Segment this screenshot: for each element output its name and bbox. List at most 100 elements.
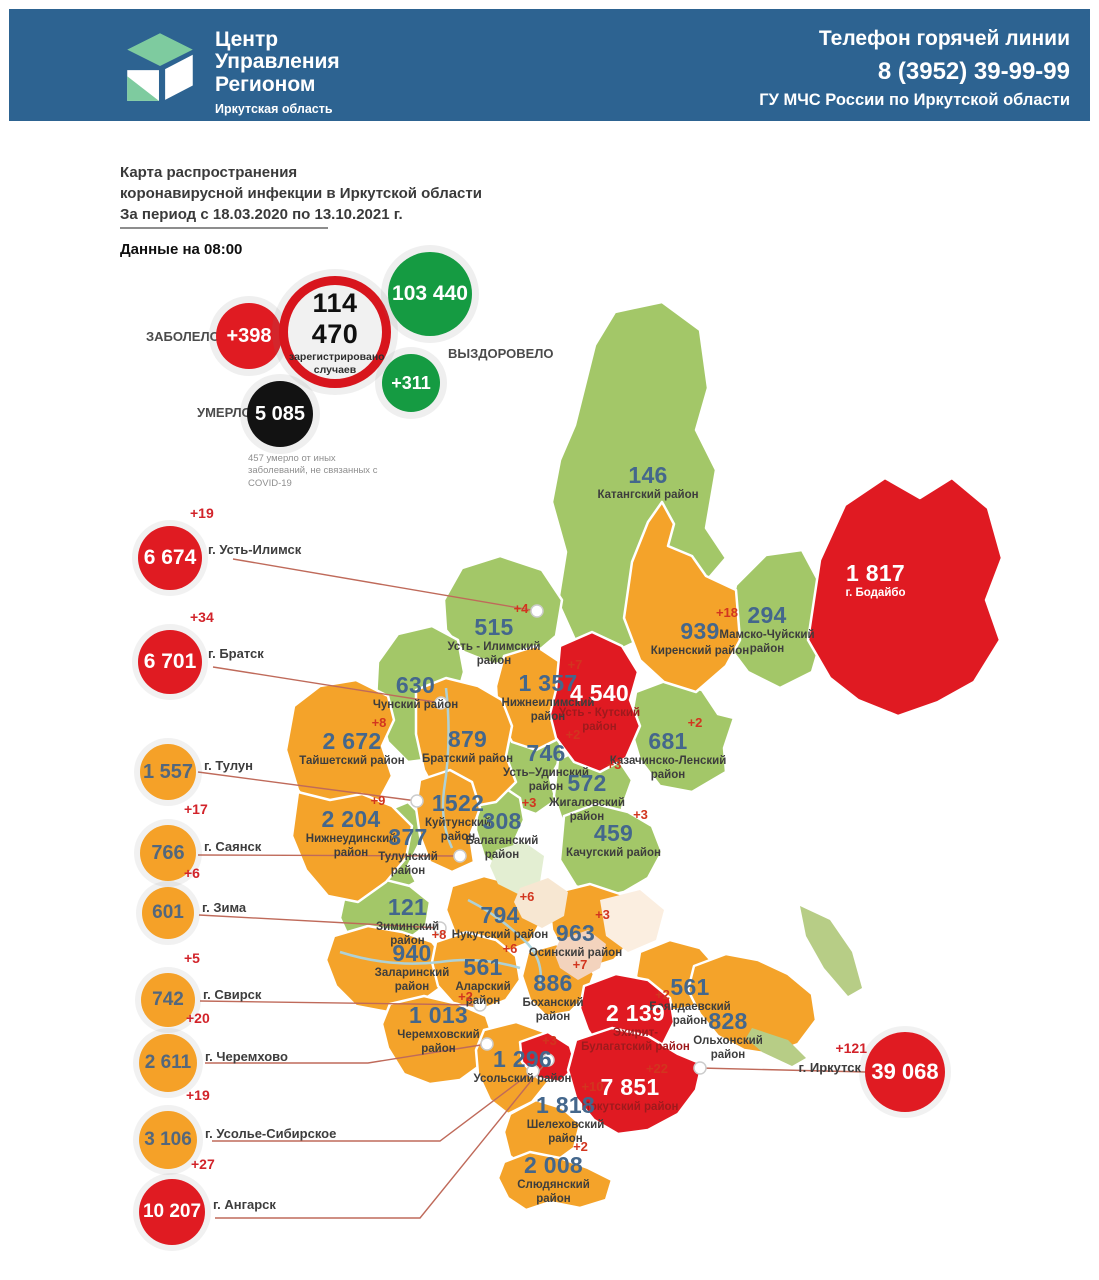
region-value: 515 xyxy=(474,614,514,640)
region-name: Усть - Кутский район xyxy=(558,707,641,734)
city-dot xyxy=(541,1053,555,1067)
city-dot xyxy=(434,696,448,710)
city-badge-irkutsk: +121 39 068 г. Иркутск xyxy=(799,1032,945,1112)
map-region-osinsky: +3 963 Осинский район xyxy=(528,908,623,961)
city-dot xyxy=(526,1064,540,1078)
region-value: 879 xyxy=(447,726,488,752)
region-value: 1522 xyxy=(431,790,485,816)
region-name: Баяндаевский район xyxy=(649,1001,731,1028)
city-dot xyxy=(453,849,467,863)
region-name: Балаганский район xyxy=(465,835,539,862)
region-value: 794 xyxy=(480,902,520,928)
map-title-block: Карта распространения коронавирусной инф… xyxy=(120,162,482,260)
region-name: Заларинский район xyxy=(374,967,450,994)
region-delta: +6 xyxy=(519,889,535,904)
region-delta xyxy=(615,450,735,464)
region-name: Катангский район xyxy=(597,489,699,502)
region-name: Иркутский район xyxy=(581,1101,679,1114)
connector-tulun xyxy=(197,771,418,802)
region-name: Нукутский район xyxy=(451,929,549,942)
region-value: 681 xyxy=(648,728,688,754)
city-badge-ust-ilimsk: +19 6 674 г. Усть-Илимск xyxy=(138,505,301,590)
region-name: Жигаловский район xyxy=(549,797,625,824)
map-region-ust-ilimsky: +4 515 Усть - Илимский район xyxy=(440,602,548,669)
city-label: г. Зима xyxy=(202,900,247,915)
city-value: 3 106 xyxy=(139,1111,197,1169)
pale-area xyxy=(514,878,568,928)
region-delta: +8 xyxy=(431,927,447,942)
city-value: 742 xyxy=(141,973,195,1027)
river xyxy=(467,898,542,987)
city-value: 766 xyxy=(140,825,196,881)
region-delta: +2 xyxy=(655,987,670,1002)
region-delta: +2 xyxy=(458,989,473,1004)
region-name: Чунский район xyxy=(372,699,459,712)
region-shape-kachugsky xyxy=(558,802,664,900)
region-delta xyxy=(447,714,542,728)
city-label: г. Усолье-Сибирское xyxy=(205,1126,337,1141)
region-value: 940 xyxy=(392,940,432,966)
connector-irkutsk xyxy=(699,1067,867,1073)
city-badge-zima: +6 601 г. Зима xyxy=(142,865,246,939)
region-value: 1 013 xyxy=(408,1002,469,1028)
connector-usolye xyxy=(212,1070,534,1142)
city-badge-usolye-sibirskoe: +19 3 106 г. Усолье-Сибирское xyxy=(139,1087,336,1169)
map-region-kirensky: +18 939 Киренский район xyxy=(645,606,755,659)
region-value: 4 540 xyxy=(569,680,630,706)
city-label: г. Братск xyxy=(208,646,264,661)
city-value: 6 701 xyxy=(138,630,202,694)
map-region-ust-kutsky: 4 540 Усть - Кутский район xyxy=(552,668,647,735)
city-badge-bratsk: +34 6 701 г. Братск xyxy=(138,609,264,694)
region-name: Усть - Илимский район xyxy=(447,641,541,668)
died-label: УМЕРЛО xyxy=(197,405,252,420)
map-region-cheremkhovsky: +2 1 013 Черемховский район xyxy=(386,990,491,1057)
region-name: Качугский район xyxy=(566,847,661,860)
city-badge-svirsk: +5 742 г. Свирск xyxy=(141,950,261,1027)
region-shape-irkutsky xyxy=(566,1026,704,1136)
org-name-line2: Управления xyxy=(215,50,340,74)
region-value: 146 xyxy=(628,462,668,488)
region-value: 886 xyxy=(533,970,573,996)
map-region-slyudyansky: +2 2 008 Слюдянский район xyxy=(506,1140,601,1207)
region-delta: +3 xyxy=(542,1033,557,1048)
region-name: Аларский район xyxy=(455,981,511,1008)
city-label: г. Свирск xyxy=(203,987,262,1002)
city-badge-sayansk: +17 766 г. Саянск xyxy=(140,801,261,881)
map-region-katangsky: 146 Катангский район xyxy=(588,450,708,503)
region-shape-kirensky xyxy=(622,500,742,694)
region-value: 561 xyxy=(670,974,710,1000)
region-value: 294 xyxy=(747,602,787,628)
died-circle: 5 085 xyxy=(247,381,313,447)
city-value: 1 557 xyxy=(140,744,196,800)
map-region-shelekhovsky: +10 1 818 Шелеховский район xyxy=(518,1080,613,1147)
region-delta: +9 xyxy=(370,793,386,808)
city-value: 2 611 xyxy=(139,1034,197,1092)
map-region-irkutsky: +22 7 851 Иркутский район xyxy=(580,1062,680,1115)
city-label: г. Ангарск xyxy=(213,1197,276,1212)
region-value: 7 851 xyxy=(600,1074,660,1100)
city-value: 39 068 xyxy=(865,1032,945,1112)
registered-value: 114 470 xyxy=(311,288,359,350)
map-region-ekhirit-bulagatsky: +2 2 139 Эхирит-Булагатский район xyxy=(578,988,693,1055)
city-delta: +6 xyxy=(184,865,200,881)
region-name: Тайшетский район xyxy=(299,755,405,768)
map-region-alarsky: +6 561 Аларский район xyxy=(438,942,528,1009)
region-value: 561 xyxy=(463,954,503,980)
city-dot xyxy=(480,1037,494,1051)
header-left: Центр Управления Регионом Иркутская обла… xyxy=(117,21,340,116)
infected-label: ЗАБОЛЕЛО xyxy=(146,329,220,344)
map-region-chunsky: 630 Чунский район xyxy=(368,660,463,713)
map-region-bokhansky: +7 886 Боханский район xyxy=(508,958,598,1025)
died-note: 457 умерло от иных заболеваний, не связа… xyxy=(248,453,378,489)
region-delta: +22 xyxy=(645,1061,669,1076)
map-region-zalarinsky: +8 940 Заларинский район xyxy=(358,928,466,995)
city-badge-tulun: 1 557 г. Тулун xyxy=(140,744,253,800)
region-delta xyxy=(705,996,805,1010)
region-delta: +2 xyxy=(565,727,581,742)
region-value: 2 204 xyxy=(321,806,381,832)
region-value: 2 139 xyxy=(605,1000,666,1026)
city-dot xyxy=(433,921,447,935)
city-value: 6 674 xyxy=(138,526,202,590)
region-delta xyxy=(739,590,849,604)
